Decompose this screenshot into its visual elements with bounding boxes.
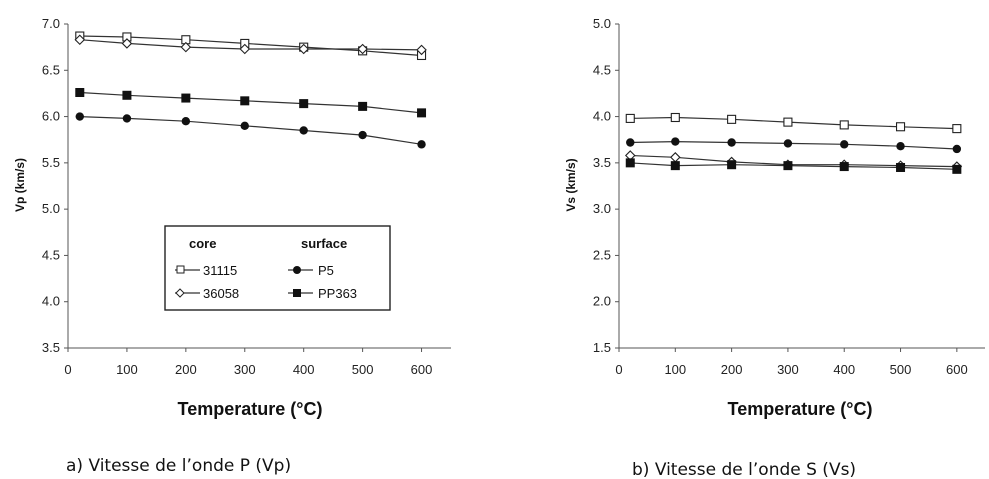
panel-a-x-tick-label: 500 <box>352 362 374 377</box>
panel-b-y-axis-title: Vs (km/s) <box>564 158 578 211</box>
panel-a-y-tick-label: 7.0 <box>42 16 60 31</box>
panel-a-x-tick-label: 200 <box>175 362 197 377</box>
panel-a-y-axis-title: Vp (km/s) <box>13 158 27 212</box>
panel-b-point-36058 <box>670 152 681 163</box>
panel-a-y-tick-label: 6.5 <box>42 62 60 77</box>
panel-a-vp-chart: 3.5 4.0 4.5 5.0 5.5 6.0 6.5 7.0 0 100 200 300 400 500… <box>13 16 451 476</box>
legend-pp363-marker <box>293 289 301 297</box>
panel-b-y-tick-label: 2.5 <box>593 247 611 262</box>
panel-b-y-tick-label: 3.5 <box>593 155 611 170</box>
panel-a-x-tick-label: 600 <box>411 362 433 377</box>
panel-b-x-tick-label: 0 <box>615 362 622 377</box>
panel-a-point-PP363 <box>75 88 85 98</box>
panel-b-axes: 1.5 2.0 2.5 3.0 3.5 4.0 4.5 5.0 0 100 200 300 400 500… <box>593 16 985 377</box>
panel-a-y-tick-label: 4.0 <box>42 294 60 309</box>
panel-b-point-31115 <box>727 114 737 124</box>
panel-a-x-tick-label: 400 <box>293 362 315 377</box>
panel-b-x-tick-label: 500 <box>890 362 912 377</box>
panel-b-x-tick-label: 600 <box>946 362 968 377</box>
panel-a-y-tick-label: 5.5 <box>42 155 60 170</box>
legend-box <box>164 225 391 311</box>
panel-b-x-tick-label: 100 <box>664 362 686 377</box>
panel-a-x-axis-title: Temperature (°C) <box>178 399 323 419</box>
panel-a-point-36058 <box>357 43 368 55</box>
panel-b-point-P5 <box>783 139 793 148</box>
legend-36058-label: 36058 <box>203 286 239 301</box>
panel-a-marks <box>74 31 427 149</box>
panel-b-x-tick-label: 200 <box>721 362 743 377</box>
panel-a-point-36058 <box>74 34 86 46</box>
panel-b-point-PP363 <box>625 158 635 168</box>
panel-a-point-36058 <box>298 43 309 55</box>
panel-b-y-tick-label: 4.5 <box>593 62 611 77</box>
panel-a-y-tick-label: 3.5 <box>42 340 60 355</box>
panel-b-point-31115 <box>952 124 962 134</box>
panel-a-point-36058 <box>239 43 251 55</box>
panel-a-point-36058 <box>121 38 133 49</box>
panel-b-point-31115 <box>670 112 680 123</box>
panel-a-legend: core surface 31115 36058 P5 PP363 <box>164 225 391 311</box>
legend-title-core: core <box>189 236 216 251</box>
panel-a-point-36058 <box>180 41 192 53</box>
panel-a-point-PP363 <box>122 90 132 100</box>
panel-a-x-tick-label: 0 <box>64 362 71 377</box>
panel-b-y-tick-label: 3.0 <box>593 201 611 216</box>
panel-a-point-36058 <box>416 44 427 56</box>
panel-b-x-axis-title: Temperature (°C) <box>728 399 873 419</box>
panel-b-y-tick-label: 1.5 <box>593 340 611 355</box>
legend-31115-label: 31115 <box>203 263 237 278</box>
legend-title-surface: surface <box>301 236 347 251</box>
panel-b-point-P5 <box>626 138 635 147</box>
panel-a-x-tick-label: 100 <box>116 362 138 377</box>
legend-36058-marker <box>175 288 185 298</box>
legend-p5-marker <box>293 266 301 274</box>
panel-b-point-P5 <box>671 137 680 146</box>
panel-b-marks <box>624 112 963 174</box>
panel-b-y-tick-label: 2.0 <box>593 294 611 309</box>
panel-b-point-PP363 <box>670 161 680 171</box>
panel-a-x-tick-label: 300 <box>234 362 256 377</box>
panel-a-point-P5 <box>75 112 84 121</box>
legend-p5-label: P5 <box>318 263 334 278</box>
panel-b-y-tick-label: 4.0 <box>593 109 611 124</box>
panel-b-point-PP363 <box>727 160 737 170</box>
panel-b-point-PP363 <box>783 161 793 171</box>
panel-a-point-PP363 <box>417 108 427 118</box>
legend-pp363-label: PP363 <box>318 286 357 301</box>
panel-b-point-PP363 <box>952 164 962 174</box>
panel-a-y-tick-label: 5.0 <box>42 201 60 216</box>
panel-a-y-tick-label: 4.5 <box>42 247 60 262</box>
panel-a-caption: a) Vitesse de l’onde P (Vp) <box>66 456 291 476</box>
legend-31115-marker <box>176 265 185 274</box>
panel-b-point-31115 <box>895 122 906 132</box>
panel-b-point-P5 <box>840 140 849 149</box>
panel-b-x-tick-label: 300 <box>777 362 799 377</box>
panel-b-x-tick-label: 400 <box>833 362 855 377</box>
panel-a-point-P5 <box>122 114 132 123</box>
panel-b-caption: b) Vitesse de l’onde S (Vs) <box>632 460 856 479</box>
panel-a-point-PP363 <box>299 99 309 109</box>
panel-a-point-P5 <box>240 121 249 131</box>
panel-a-point-PP363 <box>240 96 250 106</box>
panel-a-y-tick-label: 6.0 <box>42 109 60 124</box>
panel-b-point-31115 <box>839 120 849 130</box>
panel-a-point-PP363 <box>358 101 368 111</box>
panel-a-point-P5 <box>358 130 367 140</box>
panel-a-point-P5 <box>299 126 308 135</box>
panel-a-series-line-P5 <box>79 116 422 145</box>
panel-b-point-P5 <box>727 138 736 147</box>
panel-a-axes: 3.5 4.0 4.5 5.0 5.5 6.0 6.5 7.0 0 100 200 300 400 500… <box>42 16 451 377</box>
panel-a-point-PP363 <box>181 93 191 103</box>
panel-b-y-tick-label: 5.0 <box>593 16 611 31</box>
panel-b-point-P5 <box>952 144 962 154</box>
panel-b-point-P5 <box>896 141 905 151</box>
panel-a-point-P5 <box>417 140 426 149</box>
panel-a-point-P5 <box>181 117 191 126</box>
panel-b-point-PP363 <box>896 162 906 172</box>
panel-b-point-31115 <box>783 117 793 127</box>
panel-b-point-PP363 <box>839 162 849 172</box>
panel-b-vs-chart: 1.5 2.0 2.5 3.0 3.5 4.0 4.5 5.0 0 100 200 300 400 500… <box>564 16 985 479</box>
panel-b-point-31115 <box>625 113 635 123</box>
